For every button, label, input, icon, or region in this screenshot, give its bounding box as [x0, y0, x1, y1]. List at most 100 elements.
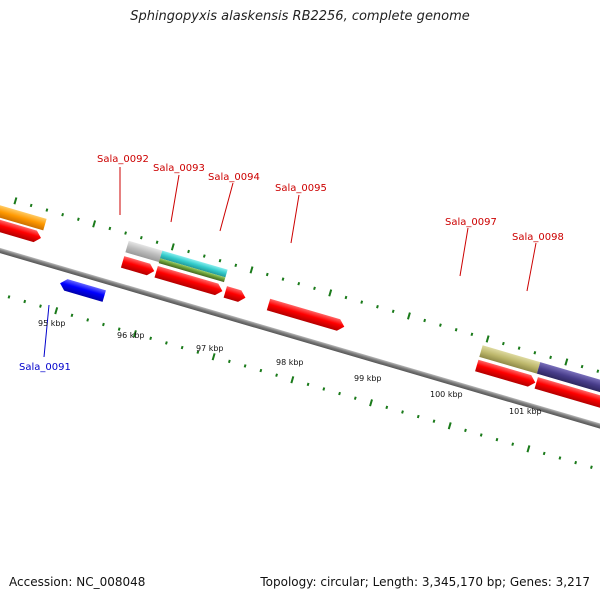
minor-tick — [139, 235, 143, 240]
major-tick — [526, 445, 531, 453]
major-tick — [406, 312, 411, 320]
cds-arrow-sala-0097[interactable] — [475, 359, 537, 389]
minor-tick — [376, 304, 379, 309]
major-tick — [132, 330, 137, 338]
kbp-label-97: 97 kbp — [196, 344, 224, 353]
minor-tick — [401, 410, 404, 414]
cds-arrow-sala-0092[interactable] — [120, 256, 156, 277]
minor-tick — [416, 414, 420, 419]
map-title: Sphingopyxis alaskensis RB2256, complete… — [130, 9, 470, 24]
minor-tick — [108, 226, 112, 231]
leader-lines — [43, 167, 537, 358]
slate-feature — [536, 362, 600, 396]
minor-tick — [313, 286, 316, 291]
minor-tick — [353, 396, 357, 400]
minor-tick — [227, 359, 231, 364]
minor-tick — [259, 368, 263, 373]
cds-arrow-sala-0091[interactable] — [58, 277, 106, 302]
major-tick — [211, 353, 216, 361]
minor-tick — [297, 281, 301, 286]
minor-tick — [281, 277, 285, 281]
major-tick — [13, 197, 18, 205]
kbp-label-96: 96 kbp — [117, 331, 145, 340]
outer-tick-track — [13, 197, 600, 373]
minor-tick — [439, 323, 442, 327]
minor-tick — [470, 332, 474, 337]
khaki-feature — [479, 345, 541, 374]
major-tick — [564, 358, 569, 366]
minor-tick — [360, 300, 364, 304]
genome-summary-text: Topology: circular; Length: 3,345,170 bp… — [260, 575, 590, 589]
major-tick — [328, 289, 333, 297]
minor-tick — [501, 341, 505, 346]
minor-tick — [165, 341, 168, 345]
minor-tick — [196, 350, 200, 354]
minor-tick — [45, 208, 49, 212]
minor-tick — [187, 249, 190, 254]
minor-tick — [533, 351, 537, 355]
minor-tick — [322, 387, 326, 391]
minor-tick — [580, 364, 584, 369]
major-tick — [290, 376, 295, 384]
kbp-label-100: 100 kbp — [430, 390, 463, 399]
minor-tick — [344, 295, 348, 300]
gene-label-sala-0092: Sala_0092 — [97, 154, 149, 165]
minor-tick — [76, 217, 80, 221]
minor-tick — [479, 433, 483, 437]
inner-tick-track — [7, 295, 593, 469]
minor-tick — [23, 299, 27, 304]
cds-arrow-sala-0093[interactable] — [154, 265, 225, 297]
minor-tick — [558, 456, 562, 460]
major-tick — [249, 266, 254, 274]
cds-arrow-sala-0095[interactable] — [266, 298, 346, 333]
cds-arrow-sala-0094[interactable] — [223, 286, 248, 303]
minor-tick — [275, 373, 278, 377]
minor-tick — [234, 263, 238, 268]
minor-tick — [265, 272, 269, 277]
minor-tick — [39, 304, 42, 308]
genome-backbone — [0, 242, 600, 444]
major-tick — [485, 335, 490, 343]
minor-tick — [180, 345, 184, 350]
cds-arrow[interactable] — [0, 210, 43, 244]
minor-tick — [149, 336, 153, 341]
major-tick — [447, 422, 452, 430]
minor-tick — [454, 328, 458, 332]
minor-tick — [385, 405, 389, 410]
minor-tick — [218, 258, 222, 263]
gene-label-sala-0097: Sala_0097 — [445, 217, 497, 228]
orange-feature — [0, 197, 47, 231]
minor-tick — [574, 460, 578, 465]
gene-label-sala-0093: Sala_0093 — [153, 163, 205, 174]
minor-tick — [391, 309, 395, 314]
gene-label-sala-0094: Sala_0094 — [208, 172, 260, 183]
olive-feature — [158, 258, 226, 283]
major-tick — [170, 243, 175, 251]
minor-tick — [306, 382, 310, 387]
gene-label-sala-0098: Sala_0098 — [512, 232, 564, 243]
minor-tick — [70, 313, 74, 318]
cds-arrow-sala-0098[interactable] — [534, 377, 600, 410]
major-tick — [54, 307, 59, 315]
kbp-label-101: 101 kbp — [509, 407, 542, 416]
major-tick — [92, 220, 97, 228]
minor-tick — [117, 327, 121, 331]
minor-tick — [517, 346, 521, 350]
minor-tick — [102, 322, 105, 327]
minor-tick — [423, 318, 427, 323]
gene-label-sala-0095: Sala_0095 — [275, 183, 327, 194]
minor-tick — [155, 240, 159, 244]
minor-tick — [7, 295, 11, 299]
minor-tick — [549, 355, 552, 360]
minor-tick — [243, 364, 247, 368]
minor-tick — [495, 437, 499, 442]
minor-tick — [511, 442, 515, 446]
minor-tick — [338, 391, 341, 396]
minor-tick — [590, 465, 593, 469]
kbp-label-95: 95 kbp — [38, 319, 66, 328]
minor-tick — [61, 212, 65, 217]
minor-tick — [432, 419, 436, 423]
grey-feature — [125, 240, 164, 263]
forward-cds-row — [0, 210, 600, 410]
